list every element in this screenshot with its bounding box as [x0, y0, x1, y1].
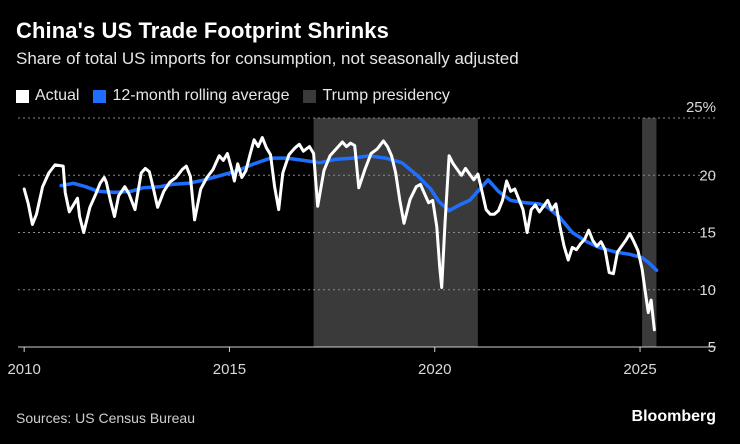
legend-label-shading: Trump presidency [322, 87, 450, 104]
series-line-actual [22, 136, 656, 332]
x-tick-label: 2025 [623, 361, 656, 378]
brand-logo: Bloomberg [631, 408, 716, 425]
legend-swatch-actual [16, 89, 29, 103]
legend-swatch-shading [303, 89, 317, 103]
gridlines [18, 117, 716, 291]
legend-label-rolling: 12-month rolling average [112, 87, 290, 104]
x-tick-label: 2020 [418, 361, 451, 378]
y-tick-label: 20 [699, 167, 716, 184]
legend-item-actual: Actual [16, 87, 79, 105]
legend-item-rolling: 12-month rolling average [93, 87, 289, 105]
series-line-rolling-average [59, 154, 659, 273]
series [22, 136, 659, 332]
legend-label-actual: Actual [35, 87, 80, 104]
y-tick-label: 10 [699, 282, 716, 299]
chart-subtitle: Share of total US imports for consumptio… [16, 49, 519, 68]
source-note: Sources: US Census Bureau [16, 410, 195, 426]
y-tick-label: 15 [699, 225, 716, 242]
legend: Actual 12-month rolling average Trump pr… [16, 86, 464, 106]
legend-swatch-rolling [93, 89, 107, 103]
x-tick-label: 2015 [213, 361, 246, 378]
y-tick-label: 25% [686, 99, 716, 116]
shaded-periods [313, 118, 657, 347]
chart-title: China's US Trade Footprint Shrinks [16, 18, 389, 43]
x-tick-label: 2010 [7, 361, 40, 378]
legend-item-shading: Trump presidency [303, 87, 450, 105]
